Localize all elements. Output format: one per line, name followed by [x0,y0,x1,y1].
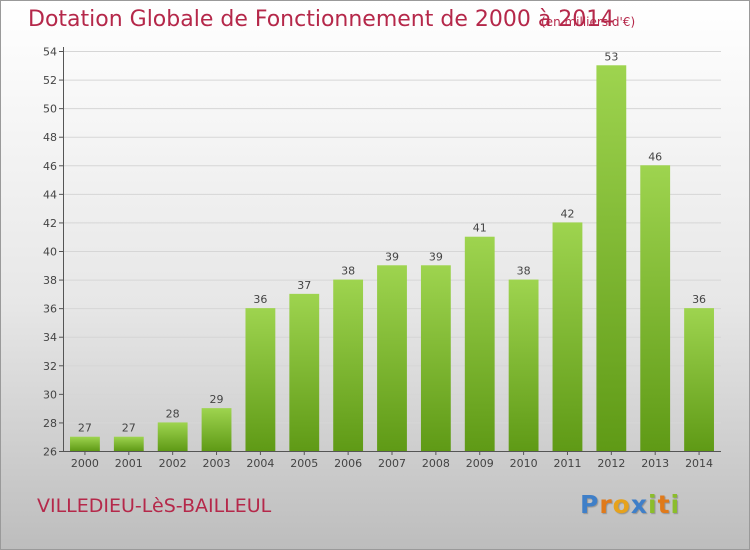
x-tick-label-2007: 2007 [378,457,406,470]
bar-layer [70,65,714,452]
logo-letter: x [630,490,648,519]
x-tick-label-2010: 2010 [510,457,538,470]
label-layer: 27 27 28 29 36 37 38 39 39 41 38 42 53 46 36 [78,50,706,434]
bar-2011 [552,222,583,451]
y-tick-label: 52 [43,74,57,87]
logo-letter: i [648,490,658,519]
axis-layer: 26 28 30 32 34 36 38 40 42 44 46 48 50 52 54 2000 2001 20… [43,46,721,470]
data-label-2007: 39 [385,250,399,263]
x-tick-label-2012: 2012 [597,457,625,470]
x-tick-label-2002: 2002 [159,457,187,470]
x-tick-label-2003: 2003 [203,457,231,470]
y-tick-label: 44 [43,188,57,201]
bar-2009 [464,236,495,451]
y-tick-label: 50 [43,103,57,116]
bar-2005 [289,293,320,451]
bar-2014 [684,308,714,451]
x-tick-label-2013: 2013 [641,457,669,470]
y-tick-label: 26 [43,446,57,459]
x-tick-label-2004: 2004 [246,457,274,470]
data-label-2001: 27 [122,422,136,435]
logo-letter: r [599,490,613,519]
data-label-2003: 29 [210,393,224,406]
x-tick-label-2001: 2001 [115,457,143,470]
chart-subtitle: (en milliers d'€) [541,15,636,29]
x-tick-label-2014: 2014 [685,457,713,470]
bar-2010 [508,279,539,451]
data-label-2014: 36 [692,293,706,306]
data-label-2011: 42 [560,207,574,220]
data-label-2008: 39 [429,250,443,263]
data-label-2006: 38 [341,265,355,278]
y-tick-label: 30 [43,388,57,401]
y-tick-label: 42 [43,217,57,230]
y-tick-label: 40 [43,246,57,259]
proxiti-logo: Proxiti [580,490,680,519]
x-tick-label-2009: 2009 [466,457,494,470]
x-tick-label-2008: 2008 [422,457,450,470]
data-label-2000: 27 [78,422,92,435]
data-label-2013: 46 [648,150,662,163]
bar-2003 [201,408,232,451]
logo-letter: t [657,490,671,519]
bar-2000 [70,436,100,451]
x-tick-label-2005: 2005 [290,457,318,470]
y-tick-label: 48 [43,131,57,144]
data-label-2009: 41 [473,222,487,235]
logo-letter: i [670,490,681,519]
bar-2001 [113,436,144,451]
logo-letter: P [580,490,600,519]
data-label-2004: 36 [253,293,267,306]
commune-name: VILLEDIEU-LèS-BAILLEUL [37,495,272,517]
y-tick-label: 32 [43,360,57,373]
y-tick-label: 34 [43,331,57,344]
x-tick-label-2000: 2000 [71,457,99,470]
bar-2008 [420,265,451,451]
bar-2006 [333,279,364,451]
bar-2012 [596,65,627,452]
data-label-2010: 38 [517,265,531,278]
y-tick-label: 54 [43,46,57,59]
data-label-2005: 37 [297,279,311,292]
logo-letter: o [612,490,631,519]
chart-title: Dotation Globale de Fonctionnement de 20… [28,7,615,32]
data-label-2012: 53 [604,50,618,63]
x-tick-label-2006: 2006 [334,457,362,470]
bar-2002 [157,422,188,451]
bar-2004 [245,308,276,451]
x-tick-label-2011: 2011 [553,457,581,470]
bar-2013 [640,165,671,452]
bar-2007 [377,265,407,451]
y-tick-label: 38 [43,274,57,287]
data-label-2002: 28 [166,407,180,420]
y-tick-label: 46 [43,160,57,173]
y-tick-label: 36 [43,303,57,316]
y-tick-label: 28 [43,417,57,430]
